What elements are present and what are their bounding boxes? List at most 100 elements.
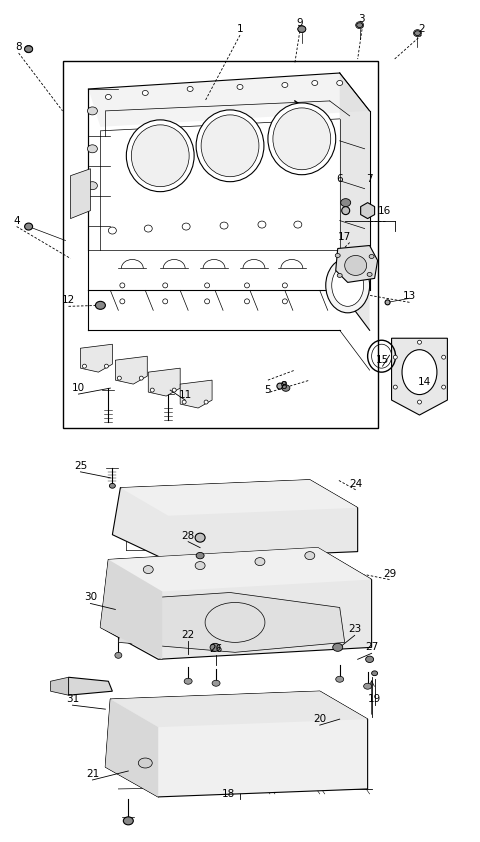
Ellipse shape — [196, 110, 264, 182]
Text: 26: 26 — [209, 644, 223, 654]
Polygon shape — [148, 368, 180, 396]
Ellipse shape — [204, 299, 210, 304]
Ellipse shape — [87, 145, 97, 152]
Ellipse shape — [182, 223, 190, 230]
Ellipse shape — [342, 206, 350, 215]
Text: 16: 16 — [378, 205, 391, 216]
Polygon shape — [50, 677, 69, 695]
Ellipse shape — [144, 225, 152, 232]
Ellipse shape — [139, 376, 144, 380]
Ellipse shape — [120, 299, 125, 304]
Polygon shape — [100, 547, 372, 659]
Text: 17: 17 — [338, 232, 351, 242]
Ellipse shape — [187, 87, 193, 92]
Text: 18: 18 — [221, 789, 235, 799]
Ellipse shape — [258, 221, 266, 228]
Ellipse shape — [281, 381, 287, 386]
Polygon shape — [106, 699, 158, 797]
Ellipse shape — [96, 301, 106, 309]
Text: 8: 8 — [281, 381, 287, 391]
Text: 1: 1 — [237, 24, 243, 35]
Bar — [62, 61, 378, 428]
Ellipse shape — [418, 400, 421, 404]
Ellipse shape — [196, 552, 204, 559]
Text: 7: 7 — [366, 173, 373, 184]
Ellipse shape — [418, 340, 421, 344]
Ellipse shape — [144, 566, 153, 573]
Text: 20: 20 — [313, 714, 326, 724]
Ellipse shape — [282, 283, 288, 288]
Polygon shape — [71, 168, 90, 219]
Text: 23: 23 — [348, 625, 361, 634]
Ellipse shape — [126, 120, 194, 192]
Polygon shape — [360, 203, 374, 219]
Ellipse shape — [305, 552, 315, 560]
Ellipse shape — [120, 283, 125, 288]
Ellipse shape — [138, 758, 152, 768]
Ellipse shape — [402, 349, 437, 395]
Ellipse shape — [298, 25, 306, 33]
Text: 11: 11 — [179, 390, 192, 400]
Ellipse shape — [415, 30, 420, 35]
Ellipse shape — [282, 385, 290, 392]
Text: 22: 22 — [181, 631, 195, 641]
Text: 21: 21 — [86, 769, 99, 779]
Polygon shape — [119, 593, 345, 653]
Ellipse shape — [87, 182, 97, 189]
Ellipse shape — [413, 29, 421, 36]
Ellipse shape — [24, 223, 33, 230]
Text: 15: 15 — [376, 355, 389, 365]
Text: 31: 31 — [66, 694, 79, 704]
Ellipse shape — [244, 299, 250, 304]
Ellipse shape — [210, 643, 220, 652]
Ellipse shape — [106, 94, 111, 99]
Ellipse shape — [282, 299, 288, 304]
Ellipse shape — [366, 656, 373, 663]
Ellipse shape — [333, 643, 343, 652]
Text: 24: 24 — [349, 479, 362, 489]
Polygon shape — [180, 380, 212, 408]
Ellipse shape — [356, 22, 364, 29]
Ellipse shape — [332, 264, 364, 306]
Ellipse shape — [123, 817, 133, 825]
Ellipse shape — [117, 376, 121, 380]
Ellipse shape — [369, 254, 374, 258]
Text: 27: 27 — [365, 642, 378, 653]
Text: 19: 19 — [368, 694, 381, 704]
Ellipse shape — [277, 383, 283, 389]
Ellipse shape — [282, 83, 288, 88]
Ellipse shape — [204, 283, 210, 288]
Ellipse shape — [393, 385, 397, 389]
Text: 8: 8 — [15, 42, 22, 52]
Text: 13: 13 — [403, 291, 416, 301]
Text: 2: 2 — [418, 24, 425, 35]
Ellipse shape — [87, 107, 97, 115]
Ellipse shape — [442, 355, 445, 360]
Ellipse shape — [163, 299, 168, 304]
Polygon shape — [392, 338, 447, 415]
Ellipse shape — [372, 671, 378, 675]
Ellipse shape — [142, 90, 148, 95]
Ellipse shape — [341, 199, 351, 206]
Ellipse shape — [115, 653, 122, 658]
Ellipse shape — [255, 557, 265, 566]
Polygon shape — [88, 73, 370, 127]
Polygon shape — [110, 691, 368, 727]
Ellipse shape — [367, 273, 372, 276]
Ellipse shape — [336, 676, 344, 682]
Text: 6: 6 — [336, 173, 343, 184]
Ellipse shape — [385, 300, 390, 305]
Polygon shape — [106, 691, 368, 797]
Text: 9: 9 — [297, 19, 303, 28]
Text: 10: 10 — [72, 383, 85, 393]
Ellipse shape — [442, 385, 445, 389]
Ellipse shape — [182, 400, 186, 404]
Polygon shape — [112, 480, 358, 560]
Ellipse shape — [268, 103, 336, 174]
Text: 5: 5 — [264, 385, 271, 395]
Ellipse shape — [244, 283, 250, 288]
Ellipse shape — [298, 26, 306, 32]
Polygon shape — [100, 560, 162, 659]
Ellipse shape — [393, 355, 397, 360]
Ellipse shape — [132, 125, 189, 187]
